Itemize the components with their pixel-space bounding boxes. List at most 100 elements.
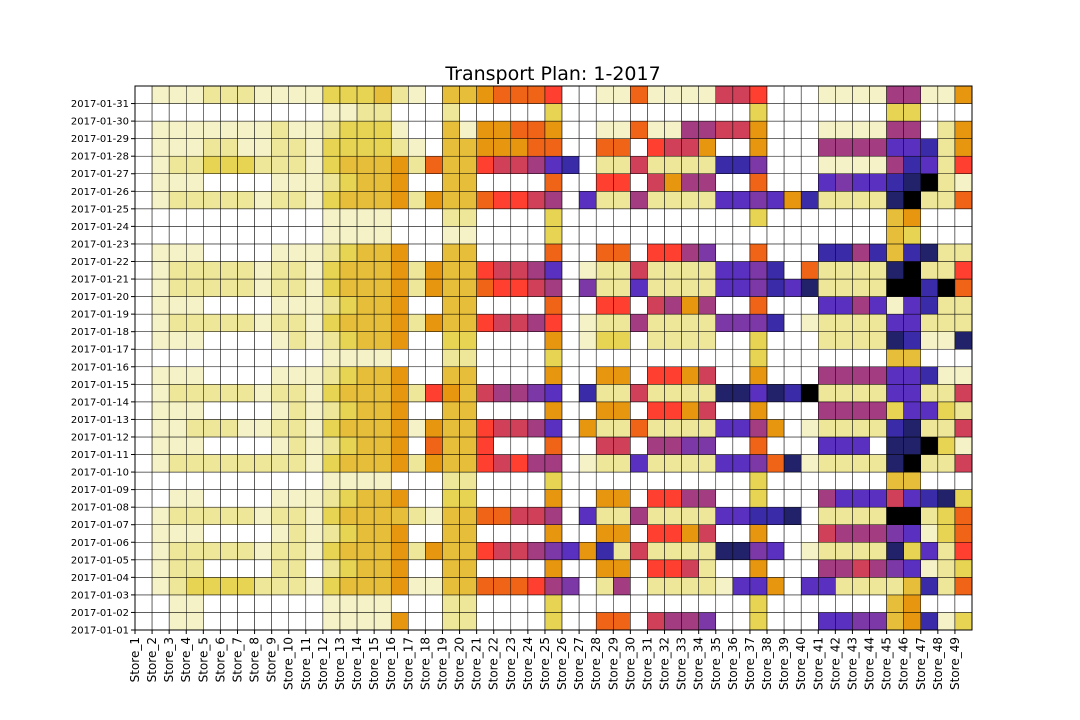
heatmap-cell bbox=[647, 471, 665, 490]
heatmap-cell bbox=[647, 419, 665, 438]
heatmap-cell bbox=[373, 208, 392, 227]
heatmap-cell bbox=[613, 278, 631, 297]
heatmap-cell bbox=[920, 313, 939, 332]
heatmap-cell bbox=[732, 419, 751, 438]
heatmap-cell bbox=[305, 384, 324, 403]
heatmap-cell bbox=[920, 243, 939, 262]
heatmap-cell bbox=[749, 278, 768, 297]
heatmap-cell bbox=[561, 226, 580, 245]
heatmap-cell bbox=[869, 331, 887, 350]
heatmap-cell bbox=[339, 191, 358, 210]
heatmap-cell bbox=[493, 103, 512, 122]
heatmap-cell bbox=[390, 366, 409, 385]
heatmap-cell bbox=[715, 138, 734, 157]
heatmap-cell bbox=[783, 208, 802, 227]
heatmap-cell bbox=[732, 506, 751, 525]
heatmap-cell bbox=[254, 120, 272, 139]
heatmap-cell bbox=[852, 331, 870, 350]
heatmap-cell bbox=[715, 191, 734, 210]
y-tick-label: 2017-01-10 bbox=[71, 468, 129, 479]
heatmap-cell bbox=[322, 191, 341, 210]
heatmap-cell bbox=[783, 506, 802, 525]
heatmap-cell bbox=[390, 506, 409, 525]
heatmap-cell bbox=[647, 191, 665, 210]
heatmap-cell bbox=[254, 155, 272, 174]
heatmap-cell bbox=[442, 103, 460, 122]
heatmap-cell bbox=[681, 524, 699, 543]
heatmap-cell bbox=[715, 436, 734, 455]
heatmap-cell bbox=[390, 594, 409, 613]
heatmap-cell bbox=[595, 155, 614, 174]
heatmap-cell bbox=[749, 261, 768, 280]
heatmap-cell bbox=[766, 577, 785, 596]
heatmap-cell bbox=[305, 261, 324, 280]
heatmap-cell bbox=[937, 85, 956, 104]
heatmap-cell bbox=[185, 559, 204, 578]
heatmap-cell bbox=[715, 173, 734, 192]
heatmap-cell bbox=[595, 384, 614, 403]
heatmap-cell bbox=[630, 559, 648, 578]
heatmap-cell bbox=[339, 278, 358, 297]
heatmap-cell bbox=[715, 454, 734, 473]
heatmap-cell bbox=[578, 226, 597, 245]
heatmap-cell bbox=[373, 120, 392, 139]
heatmap-cell bbox=[544, 103, 563, 122]
heatmap-cell bbox=[185, 348, 204, 368]
heatmap-cell bbox=[681, 401, 699, 420]
heatmap-cell bbox=[373, 261, 392, 280]
heatmap-cell bbox=[322, 524, 341, 543]
heatmap-cell bbox=[630, 208, 648, 227]
heatmap-cell bbox=[220, 612, 238, 631]
heatmap-cell bbox=[425, 524, 443, 543]
heatmap-cell bbox=[305, 243, 324, 262]
heatmap-cell bbox=[783, 138, 802, 157]
heatmap-cell bbox=[339, 261, 358, 280]
heatmap-cell bbox=[168, 103, 187, 122]
x-tick-label: Store_6 bbox=[213, 637, 227, 682]
heatmap-cell bbox=[818, 471, 836, 490]
heatmap-cell bbox=[459, 542, 477, 561]
heatmap-cell bbox=[954, 261, 973, 280]
heatmap-cell bbox=[203, 120, 221, 139]
heatmap-cell bbox=[356, 208, 375, 227]
heatmap-cell bbox=[271, 226, 289, 245]
heatmap-cell bbox=[903, 313, 922, 332]
heatmap-cell bbox=[151, 313, 170, 332]
heatmap-cell bbox=[254, 524, 272, 543]
heatmap-cell bbox=[237, 436, 255, 455]
heatmap-cell bbox=[408, 348, 426, 368]
heatmap-cell bbox=[783, 419, 802, 438]
heatmap-cell bbox=[732, 331, 751, 350]
heatmap-cell bbox=[595, 401, 614, 420]
heatmap-cell bbox=[578, 313, 597, 332]
heatmap-cell bbox=[408, 612, 426, 631]
heatmap-cell bbox=[476, 419, 494, 438]
heatmap-cell bbox=[698, 313, 717, 332]
heatmap-cell bbox=[493, 278, 512, 297]
heatmap-cell bbox=[613, 489, 631, 508]
heatmap-cell bbox=[818, 138, 836, 157]
heatmap-cell bbox=[185, 261, 204, 280]
heatmap-cell bbox=[322, 366, 341, 385]
heatmap-cell bbox=[271, 612, 289, 631]
heatmap-cell bbox=[237, 348, 255, 368]
heatmap-cell bbox=[476, 401, 494, 420]
heatmap-cell bbox=[544, 542, 563, 561]
heatmap-cell bbox=[561, 155, 580, 174]
heatmap-cell bbox=[356, 454, 375, 473]
heatmap-cell bbox=[408, 155, 426, 174]
heatmap-cell bbox=[237, 524, 255, 543]
heatmap-cell bbox=[852, 278, 870, 297]
heatmap-cell bbox=[544, 173, 563, 192]
heatmap-cell bbox=[510, 612, 529, 631]
heatmap-cell bbox=[493, 313, 512, 332]
heatmap-cell bbox=[237, 454, 255, 473]
heatmap-cell bbox=[954, 612, 973, 631]
heatmap-cell bbox=[903, 506, 922, 525]
heatmap-cell bbox=[288, 226, 307, 245]
heatmap-cell bbox=[271, 173, 289, 192]
heatmap-cell bbox=[288, 173, 307, 192]
heatmap-cell bbox=[595, 419, 614, 438]
heatmap-cell bbox=[322, 85, 341, 104]
heatmap-cell bbox=[271, 454, 289, 473]
